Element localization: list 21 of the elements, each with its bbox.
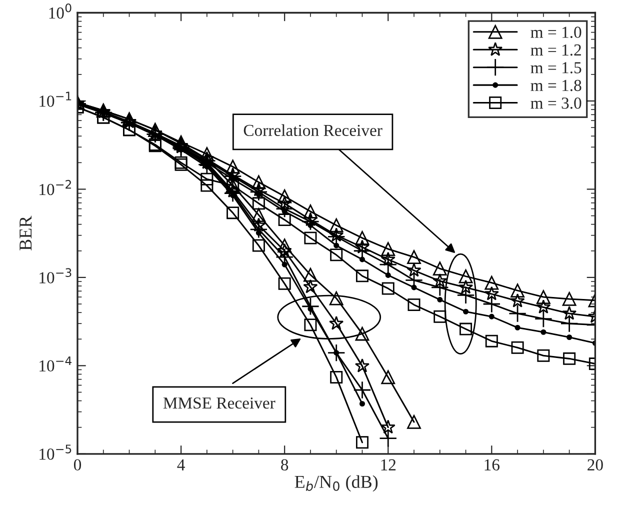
y-tick-label: 10$^{−4}$ bbox=[40, 356, 72, 372]
x-tick-label: 0 bbox=[74, 459, 82, 470]
x-tick-label: 12 bbox=[381, 459, 396, 470]
x-tick-label: 16 bbox=[484, 459, 500, 470]
y-axis-title: BER bbox=[20, 216, 32, 250]
x-tick-label: 4 bbox=[177, 459, 185, 470]
annotation: MMSE Receiver bbox=[163, 397, 276, 409]
y-tick-label: 10$^{−3}$ bbox=[40, 268, 72, 284]
legend-label: m = 3.0 bbox=[530, 98, 582, 109]
y-tick-label: 10$^{−5}$ bbox=[40, 444, 72, 460]
y-tick-label: 10$^{−1}$ bbox=[40, 92, 72, 107]
x-axis-title: E$_{b}$/N$_{0}$ (dB) bbox=[294, 475, 378, 492]
x-tick-label: 8 bbox=[281, 459, 288, 470]
y-tick-label: 10$^{0}$ bbox=[49, 3, 72, 19]
y-tick-label: 10$^{−2}$ bbox=[40, 180, 71, 196]
legend-label: m = 1.0 bbox=[530, 26, 582, 38]
legend-label: m = 1.8 bbox=[530, 80, 582, 92]
legend-label: m = 1.2 bbox=[530, 44, 581, 56]
x-tick-label: 20 bbox=[588, 459, 603, 470]
annotation: Correlation Receiver bbox=[244, 124, 382, 136]
legend-label: m = 1.5 bbox=[530, 62, 582, 74]
